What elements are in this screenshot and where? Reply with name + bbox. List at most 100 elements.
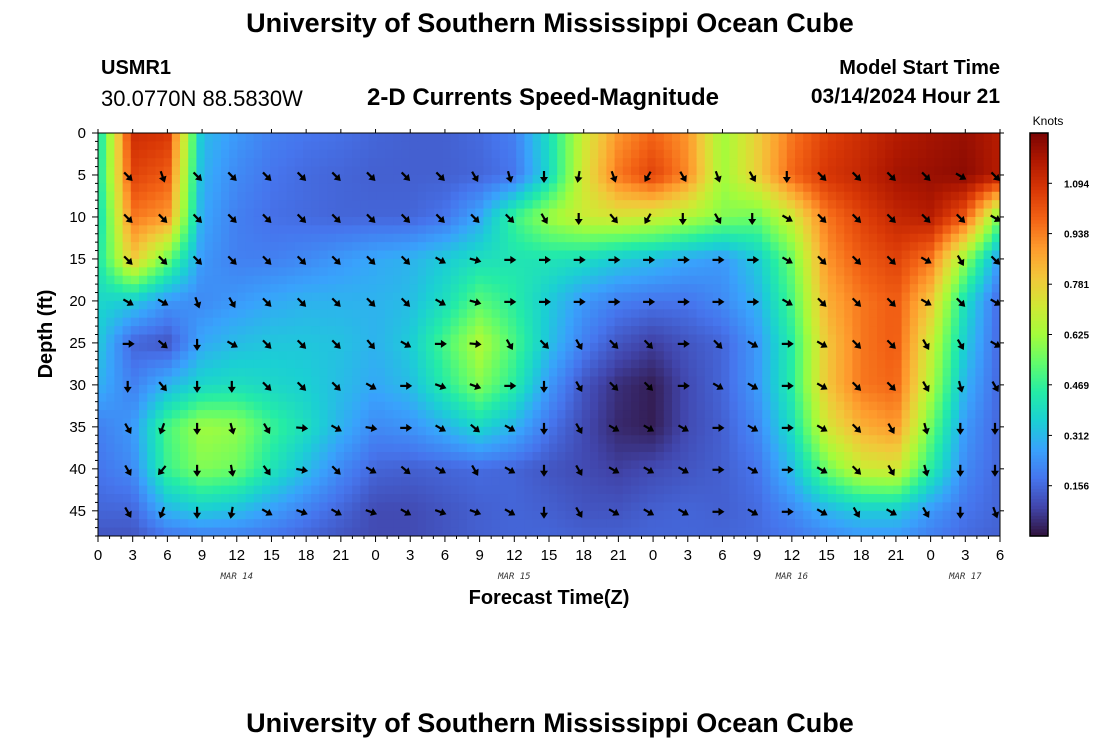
heatmap-cell bbox=[245, 250, 255, 260]
heatmap-cell bbox=[745, 468, 755, 478]
heatmap-cell bbox=[704, 393, 714, 403]
heatmap-cell bbox=[786, 225, 796, 235]
heatmap-cell bbox=[590, 502, 599, 512]
heatmap-cell bbox=[663, 300, 673, 310]
heatmap-cell bbox=[130, 309, 140, 319]
heatmap-cell bbox=[426, 426, 435, 436]
heatmap-cell bbox=[672, 258, 681, 268]
heatmap-cell bbox=[754, 410, 763, 420]
heatmap-cell bbox=[754, 174, 763, 184]
heatmap-cell bbox=[335, 166, 345, 176]
heatmap-cell bbox=[516, 443, 525, 453]
heatmap-cell bbox=[704, 410, 714, 420]
heatmap-cell bbox=[508, 368, 517, 378]
heatmap-cell bbox=[450, 477, 460, 487]
heatmap-cell bbox=[508, 174, 517, 184]
heatmap-cell bbox=[721, 233, 730, 243]
heatmap-cell bbox=[106, 191, 115, 201]
heatmap-cell bbox=[704, 275, 714, 285]
heatmap-cell bbox=[491, 258, 501, 268]
heatmap-cell bbox=[311, 326, 320, 336]
heatmap-cell bbox=[754, 401, 763, 411]
heatmap-cell bbox=[409, 133, 419, 142]
heatmap-cell bbox=[516, 368, 525, 378]
heatmap-cell bbox=[442, 317, 452, 327]
heatmap-cell bbox=[655, 502, 665, 512]
heatmap-cell bbox=[967, 502, 976, 512]
heatmap-cell bbox=[959, 149, 968, 159]
heatmap-cell bbox=[606, 477, 616, 487]
heatmap-cell bbox=[565, 309, 575, 319]
heatmap-cell bbox=[663, 326, 673, 336]
heatmap-cell bbox=[672, 443, 681, 453]
heatmap-cell bbox=[467, 317, 476, 327]
heatmap-cell bbox=[811, 233, 821, 243]
heatmap-cell bbox=[139, 284, 148, 294]
heatmap-cell bbox=[614, 384, 624, 394]
heatmap-cell bbox=[458, 435, 468, 445]
heatmap-cell bbox=[229, 225, 238, 235]
heatmap-cell bbox=[590, 317, 599, 327]
heatmap-cell bbox=[294, 208, 304, 218]
heatmap-cell bbox=[122, 284, 132, 294]
heatmap-cell bbox=[270, 267, 279, 277]
heatmap-cell bbox=[327, 368, 337, 378]
heatmap-cell bbox=[524, 225, 534, 235]
heatmap-cell bbox=[754, 460, 763, 470]
heatmap-cell bbox=[836, 376, 845, 386]
heatmap-cell bbox=[303, 502, 312, 512]
heatmap-cell bbox=[590, 292, 599, 302]
heatmap-cell bbox=[540, 225, 550, 235]
heatmap-cell bbox=[590, 267, 599, 277]
heatmap-cell bbox=[352, 309, 361, 319]
heatmap-cell bbox=[950, 317, 960, 327]
heatmap-cell bbox=[573, 477, 583, 487]
heatmap-cell bbox=[180, 401, 189, 411]
heatmap-cell bbox=[491, 275, 501, 285]
heatmap-cell bbox=[106, 426, 115, 436]
heatmap-cell bbox=[524, 200, 534, 210]
heatmap-cell bbox=[106, 477, 115, 487]
heatmap-cell bbox=[844, 200, 853, 210]
heatmap-cell bbox=[130, 410, 140, 420]
heatmap-cell bbox=[934, 368, 944, 378]
heatmap-cell bbox=[786, 401, 796, 411]
heatmap-cell bbox=[467, 326, 476, 336]
heatmap-cell bbox=[352, 267, 361, 277]
heatmap-cell bbox=[852, 376, 862, 386]
heatmap-cell bbox=[270, 233, 279, 243]
heatmap-cell bbox=[426, 452, 435, 462]
heatmap-cell bbox=[745, 426, 755, 436]
heatmap-cell bbox=[171, 183, 181, 193]
heatmap-cell bbox=[335, 284, 345, 294]
heatmap-cell bbox=[688, 208, 698, 218]
heatmap-cell bbox=[147, 275, 156, 285]
heatmap-cell bbox=[737, 133, 747, 142]
heatmap-cell bbox=[229, 200, 238, 210]
heatmap-cell bbox=[942, 376, 952, 386]
heatmap-cell bbox=[426, 141, 435, 151]
heatmap-cell bbox=[426, 410, 435, 420]
heatmap-cell bbox=[516, 410, 525, 420]
heatmap-cell bbox=[663, 242, 673, 252]
heatmap-cell bbox=[393, 174, 402, 184]
heatmap-cell bbox=[319, 334, 329, 344]
heatmap-cell bbox=[836, 435, 845, 445]
heatmap-cell bbox=[122, 351, 132, 361]
heatmap-cell bbox=[918, 376, 927, 386]
heatmap-cell bbox=[311, 250, 320, 260]
heatmap-cell bbox=[376, 368, 386, 378]
heatmap-cell bbox=[672, 233, 681, 243]
heatmap-cell bbox=[721, 502, 730, 512]
heatmap-cell bbox=[278, 334, 288, 344]
heatmap-cell bbox=[540, 376, 550, 386]
heatmap-cell bbox=[721, 460, 730, 470]
heatmap-cell bbox=[319, 317, 329, 327]
heatmap-cell bbox=[852, 166, 862, 176]
heatmap-cell bbox=[565, 393, 575, 403]
heatmap-cell bbox=[885, 250, 894, 260]
heatmap-cell bbox=[803, 242, 812, 252]
heatmap-cell bbox=[877, 242, 886, 252]
heatmap-cell bbox=[811, 435, 821, 445]
heatmap-cell bbox=[130, 468, 140, 478]
